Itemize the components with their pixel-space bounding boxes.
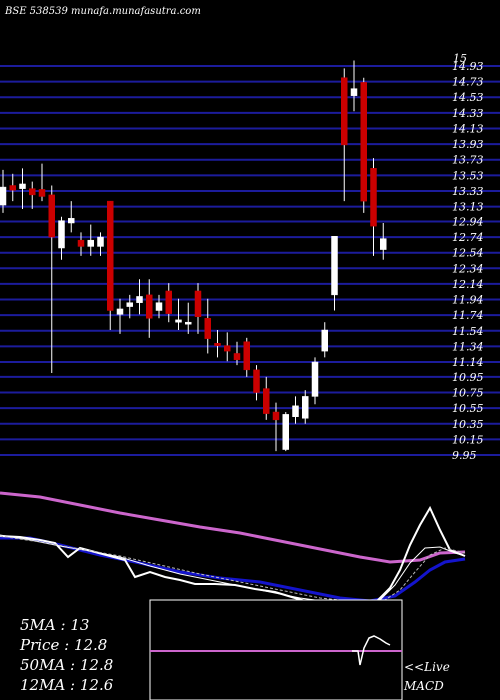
- macd-label: MACD: [403, 679, 444, 693]
- candle-down: [272, 411, 280, 421]
- ma-blue-line: [0, 536, 466, 603]
- y-tick-label: 11.14: [452, 356, 484, 369]
- y-tick-label: 10.55: [452, 402, 484, 415]
- candle-up: [97, 236, 104, 247]
- y-tick-label: 9.95: [452, 449, 477, 462]
- candle-up: [19, 183, 26, 189]
- y-tick-label: 10.95: [452, 371, 484, 384]
- price-white-line: [0, 505, 466, 607]
- stat-5ma: 5MA : 13: [20, 616, 89, 634]
- y-tick-label: 12.14: [452, 278, 484, 291]
- y-tick-label: 10.15: [452, 433, 484, 446]
- price-axis-ticks: 14.93 14.73 14.53 14.33 14.13 13.93 13.73 13.53…: [452, 60, 484, 462]
- candle-down: [253, 369, 260, 393]
- candle-down: [263, 388, 270, 414]
- y-tick-label: 14.33: [452, 107, 484, 120]
- candle-down: [194, 290, 202, 317]
- y-tick-label: 14.13: [452, 122, 484, 135]
- candle-down: [204, 318, 211, 339]
- price-thin-line: [0, 534, 466, 604]
- y-tick-label: 13.73: [452, 154, 484, 167]
- stat-12ma: 12MA : 12.6: [20, 676, 114, 694]
- y-tick-label: 14.73: [452, 76, 484, 89]
- y-tick-label: 10.35: [452, 418, 484, 431]
- signal-gray-line: [0, 535, 466, 603]
- y-tick-label: 14.53: [452, 91, 484, 104]
- candle-up: [380, 238, 387, 250]
- stats-panel: 5MA : 13 Price : 12.8 50MA : 12.8 12MA :…: [19, 616, 114, 694]
- macd-line: [352, 635, 391, 666]
- y-tick-label: 14.93: [452, 60, 484, 73]
- candle-down: [48, 194, 55, 238]
- candle-down: [341, 77, 348, 146]
- header-text: BSE 538539 munafa.munafasutra.com: [4, 6, 201, 17]
- y-tick-label: 13.33: [452, 185, 484, 198]
- candle-up: [321, 329, 328, 352]
- candle-down: [29, 188, 36, 196]
- candle-up: [155, 302, 163, 311]
- candle-down: [165, 290, 172, 314]
- candle-up: [282, 414, 289, 450]
- y-tick-label: 11.54: [452, 325, 484, 338]
- candle-down: [360, 82, 367, 202]
- candle-up: [136, 296, 143, 303]
- candle-down: [9, 185, 16, 191]
- candle-up: [116, 308, 124, 315]
- candle-up: [311, 361, 319, 397]
- candle-up: [302, 396, 309, 419]
- moving-average-panel: [0, 491, 466, 607]
- candle-down: [224, 345, 231, 352]
- y-tick-label: 13.53: [452, 169, 484, 182]
- stat-50ma: 50MA : 12.8: [20, 656, 113, 674]
- y-tick-label: 13.93: [452, 138, 484, 151]
- candle-up: [0, 186, 7, 206]
- candlesticks: [0, 60, 387, 452]
- candle-up: [292, 405, 299, 417]
- candle-up: [331, 236, 338, 296]
- candle-up: [87, 239, 94, 247]
- y-tick-label: 11.34: [452, 340, 484, 353]
- y-tick-label: 11.74: [452, 309, 484, 322]
- candle-down: [38, 189, 46, 197]
- price-axis-top-label: 15: [453, 52, 467, 65]
- y-tick-label: 10.75: [452, 387, 484, 400]
- y-tick-label: 11.94: [452, 294, 484, 307]
- candle-up: [126, 302, 133, 307]
- y-tick-label: 12.94: [452, 215, 484, 228]
- y-tick-label: 12.54: [452, 247, 484, 260]
- candle-down: [107, 200, 114, 311]
- candle-down: [233, 353, 241, 360]
- candle-down: [243, 341, 250, 371]
- candle-up: [58, 220, 65, 249]
- macd-live-label: <<Live: [404, 660, 450, 674]
- candle-down: [214, 343, 221, 346]
- y-tick-label: 12.34: [452, 262, 484, 275]
- y-tick-label: 12.74: [452, 231, 484, 244]
- price-gridlines: [0, 65, 500, 456]
- stat-price: Price : 12.8: [19, 636, 107, 654]
- candle-down: [77, 239, 85, 247]
- ma-pink-line: [0, 491, 466, 564]
- candle-up: [68, 218, 75, 224]
- candle-up: [175, 319, 182, 323]
- candle-up: [350, 88, 358, 96]
- y-tick-label: 13.13: [452, 201, 484, 214]
- candle-down: [370, 168, 377, 227]
- candle-down: [146, 294, 153, 319]
- candle-up: [185, 321, 192, 325]
